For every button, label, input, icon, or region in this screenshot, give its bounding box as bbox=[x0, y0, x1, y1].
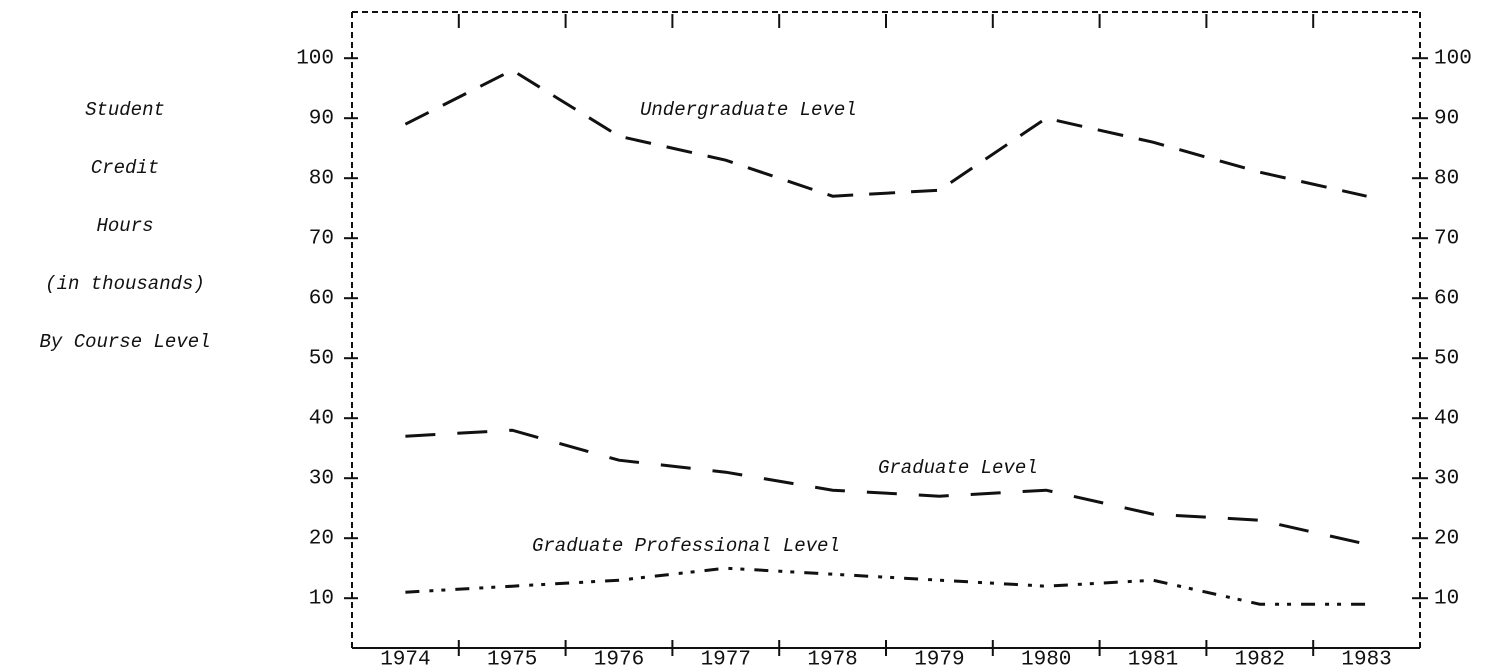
y2-tick-label: 70 bbox=[1434, 228, 1459, 251]
y-axis-label: (in thousands) bbox=[45, 273, 205, 295]
series-label: Graduate Professional Level bbox=[532, 535, 840, 557]
y-tick-label: 70 bbox=[309, 228, 334, 251]
x-tick-label: 1981 bbox=[1128, 649, 1178, 668]
y-tick-label: 50 bbox=[309, 348, 334, 371]
y-axis-label: Credit bbox=[91, 157, 159, 179]
x-tick-label: 1975 bbox=[487, 649, 537, 668]
y2-tick-label: 50 bbox=[1434, 348, 1459, 371]
x-tick-label: 1974 bbox=[380, 649, 430, 668]
series-line bbox=[405, 428, 1367, 546]
y-tick-label: 100 bbox=[296, 48, 334, 71]
y-axis-label: Hours bbox=[96, 215, 153, 237]
y-tick-label: 80 bbox=[309, 168, 334, 191]
y-tick-label: 60 bbox=[309, 288, 334, 311]
y2-tick-label: 60 bbox=[1434, 288, 1459, 311]
x-tick-label: 1976 bbox=[594, 649, 644, 668]
x-tick-label: 1977 bbox=[701, 649, 751, 668]
y-tick-label: 40 bbox=[309, 408, 334, 431]
y2-tick-label: 10 bbox=[1434, 588, 1459, 611]
y-tick-label: 20 bbox=[309, 528, 334, 551]
series-label: Graduate Level bbox=[878, 457, 1038, 479]
y2-tick-label: 100 bbox=[1434, 48, 1472, 71]
x-tick-label: 1980 bbox=[1021, 649, 1071, 668]
y2-tick-label: 30 bbox=[1434, 468, 1459, 491]
y-tick-label: 10 bbox=[309, 588, 334, 611]
y-tick-label: 90 bbox=[309, 108, 334, 131]
series-line bbox=[404, 68, 1367, 198]
series-line bbox=[405, 566, 1367, 606]
y2-tick-label: 40 bbox=[1434, 408, 1459, 431]
x-tick-label: 1979 bbox=[914, 649, 964, 668]
y2-tick-label: 20 bbox=[1434, 528, 1459, 551]
y2-tick-label: 80 bbox=[1434, 168, 1459, 191]
y2-tick-label: 90 bbox=[1434, 108, 1459, 131]
y-tick-label: 30 bbox=[309, 468, 334, 491]
series-label: Undergraduate Level bbox=[640, 99, 857, 121]
y-axis-label: By Course Level bbox=[39, 331, 210, 353]
x-tick-label: 1982 bbox=[1235, 649, 1285, 668]
x-tick-label: 1983 bbox=[1341, 649, 1391, 668]
y-axis-label: Student bbox=[85, 99, 165, 121]
x-tick-label: 1978 bbox=[807, 649, 857, 668]
